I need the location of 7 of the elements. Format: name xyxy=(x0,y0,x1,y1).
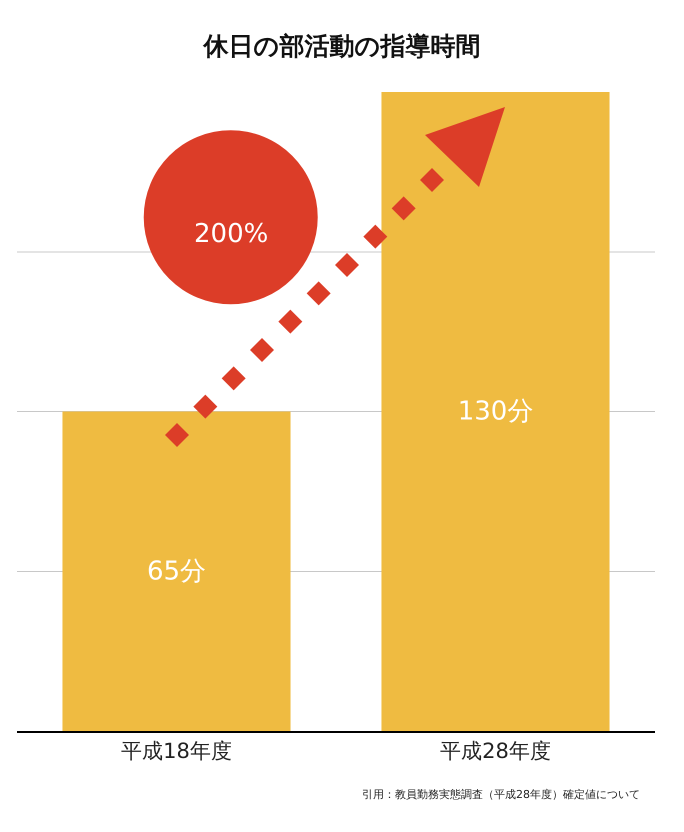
chart-title: 休日の部活動の指導時間 xyxy=(202,32,480,61)
annotation: 200% xyxy=(194,219,268,249)
data-label: 130分 xyxy=(458,396,534,426)
text: 引用：教員勤務実態調査（平成28年度）確定値について xyxy=(362,788,640,801)
x-tick-label: 平成18年度 xyxy=(121,739,232,764)
x-tick-label: 平成28年度 xyxy=(440,739,551,764)
data-label: 65分 xyxy=(146,556,206,586)
